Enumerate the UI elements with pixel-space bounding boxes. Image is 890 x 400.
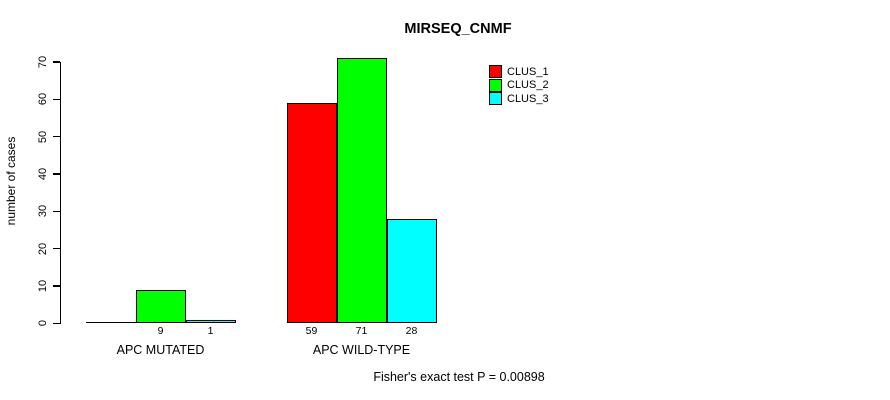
- y-tick: [53, 247, 60, 250]
- y-tick-label: 30: [36, 205, 49, 218]
- y-axis-line: [59, 62, 61, 324]
- category-label: APC MUTATED: [116, 342, 205, 357]
- y-tick: [53, 136, 60, 138]
- legend-item: CLUS_2: [489, 78, 549, 92]
- chart-title: MIRSEQ_CNMF: [404, 21, 512, 37]
- bar: [286, 103, 337, 324]
- legend-swatch: [489, 65, 502, 79]
- bar: [185, 319, 236, 324]
- y-tick: [53, 285, 60, 287]
- y-tick-label: 40: [36, 167, 49, 181]
- y-tick-label: 10: [36, 279, 49, 293]
- y-tick: [53, 98, 60, 100]
- legend-label: CLUS_1: [507, 65, 549, 78]
- bar: [135, 289, 186, 324]
- bar-value-label: 71: [355, 324, 368, 337]
- legend-swatch: [489, 92, 502, 106]
- bar-value-label: 1: [207, 324, 214, 337]
- category-label: APC WILD-TYPE: [312, 342, 411, 357]
- bar: [336, 58, 387, 324]
- legend-label: CLUS_2: [507, 79, 549, 92]
- bar-value-label: 59: [305, 324, 318, 337]
- y-axis-label: number of cases: [4, 136, 18, 226]
- y-tick: [53, 61, 60, 63]
- y-tick-label: 70: [36, 55, 49, 69]
- y-tick-label: 60: [36, 93, 49, 106]
- statistics-annotation: Fisher's exact test P = 0.00898: [373, 370, 545, 384]
- legend-swatch: [489, 78, 502, 92]
- y-tick-label: 20: [36, 242, 49, 255]
- y-tick: [53, 322, 60, 324]
- legend-item: CLUS_3: [489, 92, 549, 106]
- legend-label: CLUS_3: [507, 92, 549, 105]
- y-tick: [53, 173, 60, 175]
- legend-item: CLUS_1: [489, 65, 549, 79]
- bar-value-label: 28: [405, 324, 418, 337]
- bar: [386, 218, 437, 324]
- y-tick-label: 50: [36, 130, 49, 143]
- bar-value-label: 9: [157, 324, 164, 337]
- y-tick-label: 0: [36, 320, 49, 327]
- y-tick: [53, 210, 60, 212]
